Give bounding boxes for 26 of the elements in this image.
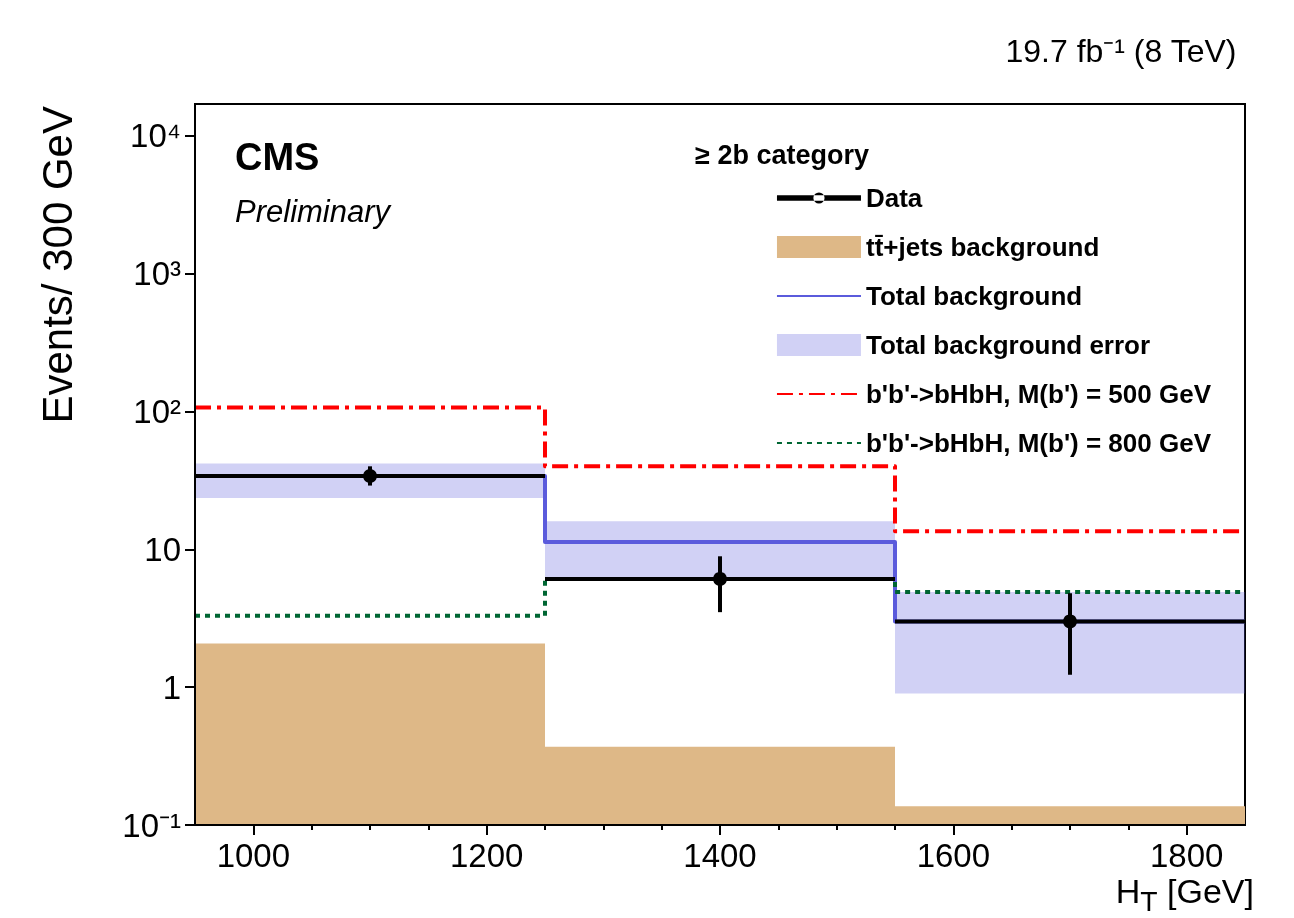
- y-tick-label: 1: [162, 668, 181, 706]
- legend-title: ≥ 2b category: [695, 139, 870, 170]
- y-tick-label: 10⁴: [130, 117, 181, 155]
- x-tick-label: 1600: [916, 837, 991, 874]
- y-tick-label: 10: [144, 530, 181, 568]
- legend-label: Data: [865, 183, 923, 213]
- point: [713, 571, 727, 586]
- x-axis-title: H$_{T}$ [GeV]: [1115, 872, 1254, 917]
- y-tick-label: 10³: [133, 255, 181, 293]
- legend-label: b'b'->bHbH, M(b') = 500 GeV: [865, 379, 1212, 409]
- y-tick-label: 10²: [133, 392, 181, 430]
- legend-label: Total background error: [865, 330, 1151, 360]
- x-tick-label: 1400: [683, 837, 757, 874]
- x-tick-label: 1200: [449, 837, 524, 874]
- legend-label: Total background: [865, 281, 1083, 311]
- y-axis-title: Events/ 300 GeV: [33, 106, 81, 424]
- x-tick-label: 1000: [216, 837, 291, 874]
- chart-title: 19.7 fb⁻¹ (8 TeV): [1005, 33, 1237, 69]
- legend-label: tt̄+jets background: [865, 232, 1100, 262]
- x-tick-label: 1800: [1149, 837, 1224, 874]
- annotation: Preliminary: [235, 194, 393, 229]
- legend-label: b'b'->bHbH, M(b') = 800 GeV: [865, 428, 1212, 458]
- point: [363, 469, 377, 484]
- y-tick-label: 10⁻¹: [122, 806, 181, 844]
- point: [1063, 614, 1077, 629]
- annotation: CMS: [235, 136, 320, 178]
